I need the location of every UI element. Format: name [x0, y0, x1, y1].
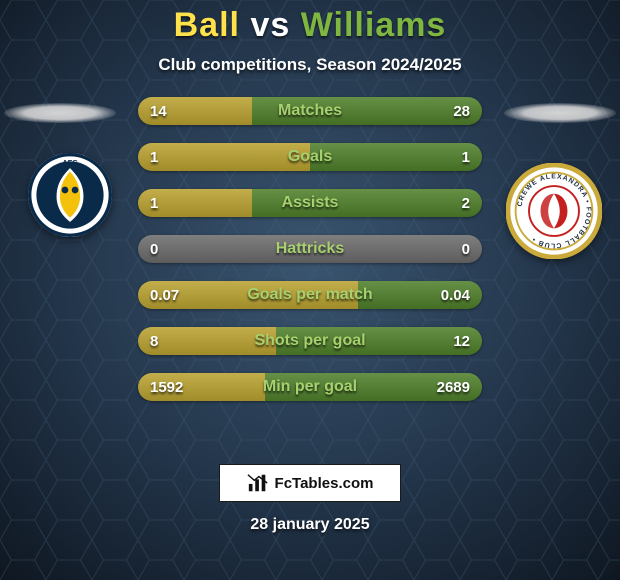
club-crest-right: CREWE ALEXANDRA • FOOTBALL CLUB •: [506, 163, 602, 259]
player2-name: Williams: [301, 6, 447, 44]
player1-name: Ball: [174, 6, 240, 44]
stat-value-right: 0: [450, 235, 482, 263]
svg-text:AFC: AFC: [62, 158, 78, 167]
brand-label: FcTables.com: [275, 475, 374, 492]
stat-value-left: 14: [138, 97, 179, 125]
stat-value-left: 1: [138, 189, 170, 217]
stat-row: 812Shots per goal: [138, 327, 482, 355]
stat-row: 0.070.04Goals per match: [138, 281, 482, 309]
page-title: Ball vs Williams: [174, 6, 447, 45]
stat-value-left: 1: [138, 143, 170, 171]
club-crest-left: AFC: [28, 153, 112, 237]
subtitle: Club competitions, Season 2024/2025: [158, 55, 461, 75]
stat-row: 11Goals: [138, 143, 482, 171]
stat-value-right: 2689: [425, 373, 482, 401]
vs-text: vs: [250, 6, 290, 44]
crest-shadow-right: [504, 103, 616, 123]
stat-value-right: 2: [450, 189, 482, 217]
stat-value-right: 28: [441, 97, 482, 125]
date-label: 28 january 2025: [250, 516, 369, 534]
crest-shadow-left: [4, 103, 116, 123]
stat-value-right: 1: [450, 143, 482, 171]
stat-row: 15922689Min per goal: [138, 373, 482, 401]
stat-value-left: 0.07: [138, 281, 191, 309]
stat-value-left: 8: [138, 327, 170, 355]
stat-value-right: 0.04: [429, 281, 482, 309]
stat-row: 12Assists: [138, 189, 482, 217]
stat-bars: 1428Matches11Goals12Assists00Hattricks0.…: [138, 97, 482, 401]
comparison-panel: AFC CREWE ALEXANDRA • FOOTBALL CLUB • 14…: [0, 97, 620, 580]
stat-value-left: 0: [138, 235, 170, 263]
stat-value-left: 1592: [138, 373, 195, 401]
stat-fill-right: [252, 189, 482, 217]
stat-row: 00Hattricks: [138, 235, 482, 263]
crewe-alexandra-crest-icon: CREWE ALEXANDRA • FOOTBALL CLUB •: [506, 163, 602, 259]
stat-value-right: 12: [441, 327, 482, 355]
bar-chart-icon: [247, 472, 269, 494]
stat-row: 1428Matches: [138, 97, 482, 125]
brand-badge[interactable]: FcTables.com: [219, 464, 401, 502]
afc-wimbledon-crest-icon: AFC: [28, 153, 112, 237]
